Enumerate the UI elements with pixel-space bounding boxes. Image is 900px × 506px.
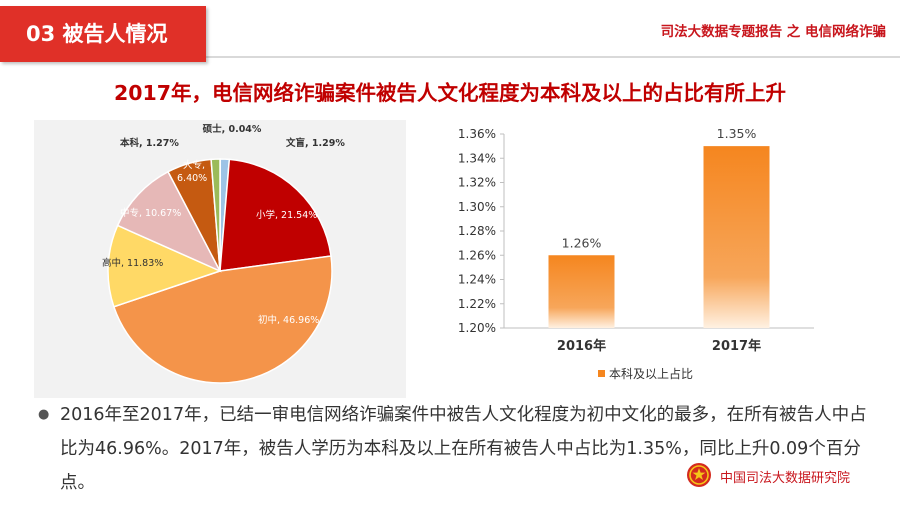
institute-name: 中国司法大数据研究院 — [720, 471, 851, 486]
legend-swatch — [598, 370, 605, 377]
bar-data-label-1: 1.35% — [717, 126, 757, 141]
pie-slice-5 — [116, 170, 222, 273]
summary-bullet: ● 2016年至2017年，已结一审电信网络诈骗案件中被告人文化程度为初中文化的… — [38, 398, 878, 500]
section-tab: 03 被告人情况 — [0, 6, 206, 62]
y-tick-label: 1.26% — [458, 248, 496, 262]
y-tick-label: 1.20% — [458, 321, 496, 335]
slide-headline: 2017年，电信网络诈骗案件被告人文化程度为本科及以上的占比有所上升 — [113, 81, 787, 105]
y-tick-label: 1.36% — [458, 127, 496, 141]
pie-label-4: 高中, 11.83% — [102, 257, 163, 269]
pie-label-1: 文盲, 1.29% — [285, 137, 345, 149]
x-tick-label-1: 2017年 — [712, 338, 761, 354]
y-tick-label: 1.32% — [458, 176, 496, 190]
pie-slice-2 — [219, 158, 332, 272]
bar-1 — [703, 146, 770, 328]
degree-ratio-bar-chart: 1.36% 1.34% 1.32% 1.30% 1.28% 1.26% 1.24% 1.22%… — [458, 126, 814, 381]
summary-text: 2016年至2017年，已结一审电信网络诈骗案件中被告人文化程度为初中文化的最多… — [60, 405, 867, 493]
pie-chart-panel: 硕士, 0.04% 文盲, 1.29% 小学, 21.54% 初中, 46.96% 高中… — [34, 120, 406, 398]
pie-label-7: 本科, 1.27% — [120, 137, 179, 149]
y-tick-label: 1.24% — [458, 273, 496, 287]
national-emblem-icon — [687, 463, 711, 487]
y-tick-label: 1.28% — [458, 224, 496, 238]
pie-label-0: 硕士, 0.04% — [203, 123, 262, 135]
pie-label-6: 大专, 6.40% — [177, 159, 207, 184]
y-tick-label: 1.34% — [458, 151, 496, 165]
pie-label-5: 中专, 10.67% — [120, 207, 181, 219]
x-tick-label-0: 2016年 — [557, 338, 606, 354]
education-pie-chart: 硕士, 0.04% 文盲, 1.29% 小学, 21.54% 初中, 46.96% 高中… — [102, 123, 345, 384]
bar-data-label-0: 1.26% — [562, 235, 602, 250]
y-tick-label: 1.22% — [458, 297, 496, 311]
pie-slice-7 — [210, 158, 221, 272]
header-divider — [0, 56, 900, 58]
report-title: 司法大数据专题报告 之 电信网络诈骗 — [660, 24, 886, 40]
y-tick-label: 1.30% — [458, 200, 496, 214]
legend-label: 本科及以上占比 — [609, 366, 693, 381]
pie-slice-4 — [107, 224, 223, 308]
bullet-dot-icon: ● — [38, 407, 50, 422]
bar-0 — [548, 255, 615, 328]
pie-label-2: 小学, 21.54% — [256, 209, 317, 221]
pie-label-3: 初中, 46.96% — [258, 314, 319, 326]
pie-slice-3 — [112, 255, 333, 384]
